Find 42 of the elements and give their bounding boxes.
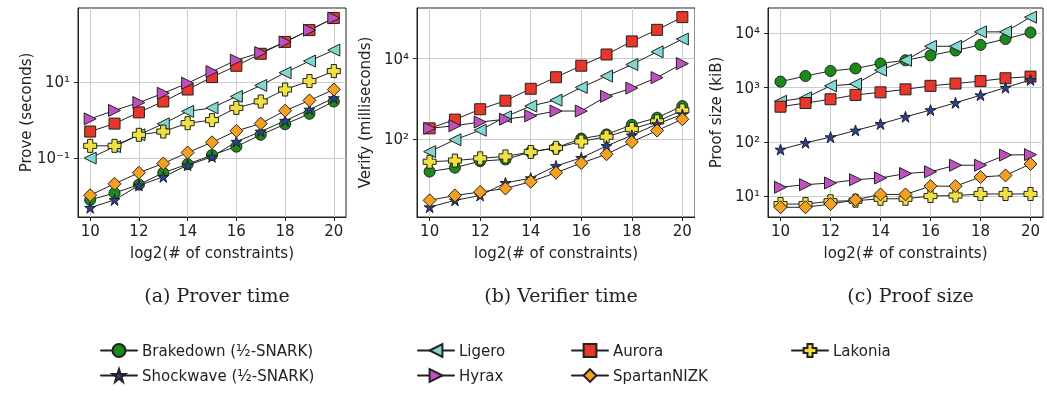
legend-label: Shockwave (½-SNARK) (142, 366, 315, 385)
x-tick-label: 12 (820, 221, 841, 240)
x-tick-label: 10 (420, 221, 440, 240)
legend-label: Aurora (613, 341, 664, 360)
x-tick-label: 14 (521, 221, 541, 240)
x-tick-label: 16 (571, 221, 591, 240)
y-tick-label: 10³ (734, 78, 760, 97)
y-tick-label: 10¹ (734, 187, 760, 206)
y-axis-title: Prove (seconds) (16, 52, 35, 173)
legend-label: Hyrax (459, 366, 504, 385)
text: (a) Prover time (144, 283, 290, 306)
x-tick-label: 18 (970, 221, 991, 240)
x-tick-label: 10 (770, 221, 791, 240)
x-axis-title: log2(# of constraints) (823, 243, 988, 262)
text: (c) Proof size (847, 283, 974, 306)
legend-label: Brakedown (½-SNARK) (142, 341, 314, 360)
x-tick-label: 16 (226, 221, 246, 240)
y-tick-label: 10⁴ (734, 24, 760, 43)
y-tick-label: 10¹ (44, 73, 70, 92)
x-tick-label: 20 (672, 221, 692, 240)
y-tick-label: 10² (383, 130, 409, 149)
x-tick-label: 10 (80, 221, 100, 240)
x-tick-label: 12 (470, 221, 490, 240)
x-axis-title: log2(# of constraints) (473, 243, 639, 262)
x-tick-label: 16 (920, 221, 941, 240)
y-tick-label: 10⁴ (383, 49, 409, 68)
legend-label: Ligero (459, 341, 506, 360)
x-tick-label: 20 (1020, 221, 1041, 240)
x-tick-label: 14 (178, 221, 198, 240)
y-tick-label: 10⁻¹ (36, 149, 70, 168)
legend-label: SpartanNIZK (613, 366, 709, 385)
legend-label: Lakonia (833, 341, 891, 360)
text: (b) Verifier time (484, 283, 638, 306)
x-tick-label: 12 (129, 221, 149, 240)
y-axis-title: Proof size (kiB) (707, 56, 726, 169)
x-tick-label: 20 (324, 221, 344, 240)
y-tick-label: 10² (734, 132, 760, 151)
x-tick-label: 18 (275, 221, 295, 240)
y-axis-title: Verify (milliseconds) (356, 36, 375, 189)
x-tick-label: 14 (870, 221, 891, 240)
x-axis-title: log2(# of constraints) (129, 243, 295, 262)
x-tick-label: 18 (622, 221, 642, 240)
